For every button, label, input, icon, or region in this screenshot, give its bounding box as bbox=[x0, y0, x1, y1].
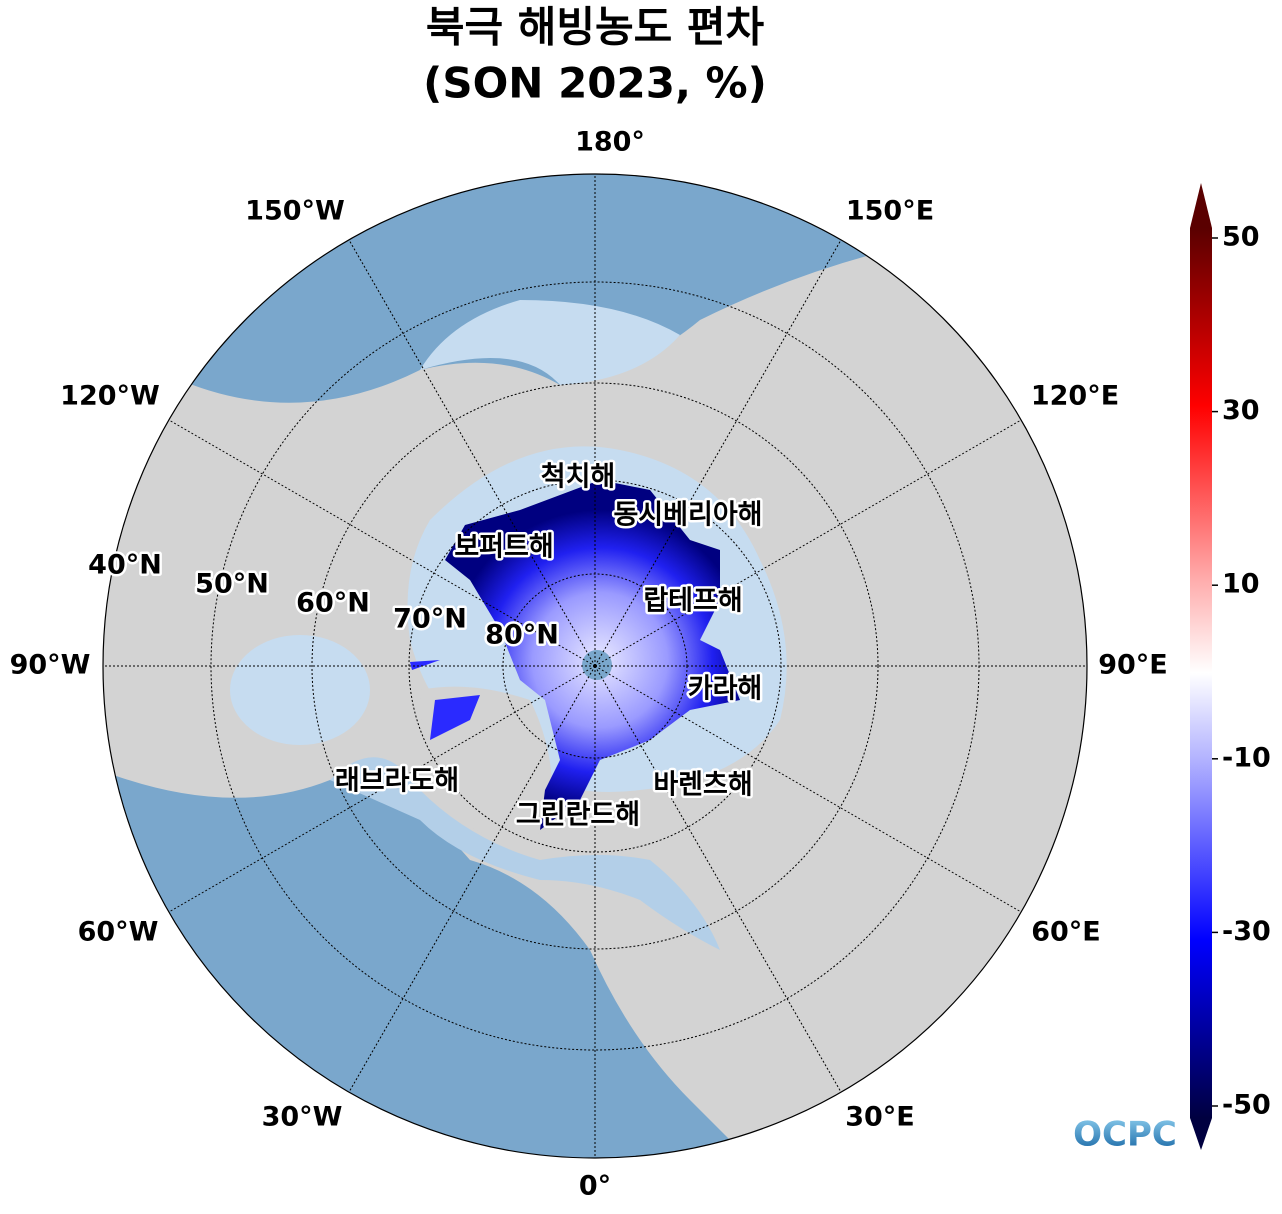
title: (SON 2023, %) bbox=[423, 59, 767, 108]
longitude-label: 150°W bbox=[245, 196, 345, 227]
sea-name: 동시베리아해 bbox=[613, 500, 762, 531]
latitude-circle bbox=[311, 382, 879, 950]
longitude-label: 90°W bbox=[10, 650, 91, 681]
latitude-label: 40°N bbox=[88, 550, 162, 581]
longitude-label: 90°E bbox=[1098, 650, 1168, 681]
sea-name: 카라해 bbox=[688, 674, 763, 705]
longitude-label: 60°W bbox=[78, 917, 159, 948]
map-border bbox=[102, 173, 1088, 1159]
colorbar-extend bbox=[1190, 183, 1212, 228]
anomaly-field bbox=[410, 660, 480, 740]
latitude-label: 50°N bbox=[195, 569, 269, 600]
meridian bbox=[348, 665, 596, 1093]
colorbar-tick-label: -30 bbox=[1222, 916, 1271, 947]
sea-name: 척치해 bbox=[541, 462, 616, 493]
latitude-label: 60°N bbox=[296, 588, 370, 619]
longitude-label: 0° bbox=[579, 1171, 611, 1202]
colorbar-tick-label: 50 bbox=[1222, 222, 1260, 253]
longitude-label: 30°E bbox=[845, 1102, 915, 1133]
meridian bbox=[594, 665, 1022, 913]
colorbar-tick-label: -10 bbox=[1222, 742, 1271, 773]
graticule bbox=[103, 174, 1087, 1158]
bering-sea bbox=[420, 300, 680, 385]
longitude-label: 60°E bbox=[1031, 917, 1101, 948]
latitude-label: 70°N bbox=[393, 604, 467, 635]
colorbar-tick-label: 10 bbox=[1222, 569, 1260, 600]
meridian bbox=[594, 239, 842, 667]
longitude-label: 30°W bbox=[262, 1102, 343, 1133]
longitude-label: 150°E bbox=[846, 196, 934, 227]
meridian bbox=[168, 419, 596, 667]
sea-name: 보퍼트해 bbox=[454, 532, 553, 563]
colorbar-extend bbox=[1190, 1118, 1212, 1150]
longitude-label: 120°E bbox=[1031, 381, 1119, 412]
latitude-label: 80°N bbox=[485, 620, 559, 651]
pole-hole bbox=[582, 650, 612, 680]
colorbar-tick-label: -50 bbox=[1222, 1090, 1271, 1121]
title: 북극 해빙농도 편차 bbox=[426, 3, 765, 52]
meridian bbox=[168, 665, 596, 913]
longitude-label: 180° bbox=[575, 127, 645, 158]
hudson-bay bbox=[230, 635, 370, 745]
meridian bbox=[594, 419, 1022, 667]
logo: OCPC bbox=[1073, 1115, 1177, 1155]
sea-name: 랍테프해 bbox=[643, 586, 742, 617]
meridian bbox=[348, 239, 596, 667]
sea-name: 그린란드해 bbox=[516, 800, 640, 831]
colorbar bbox=[1190, 228, 1212, 1118]
shelf-sea bbox=[330, 757, 720, 950]
colorbar-tick-label: 30 bbox=[1222, 395, 1260, 426]
longitude-label: 120°W bbox=[60, 381, 160, 412]
sea-name: 래브라도해 bbox=[335, 766, 459, 797]
meridian bbox=[594, 665, 842, 1093]
sea-name: 바렌츠해 bbox=[653, 770, 752, 801]
